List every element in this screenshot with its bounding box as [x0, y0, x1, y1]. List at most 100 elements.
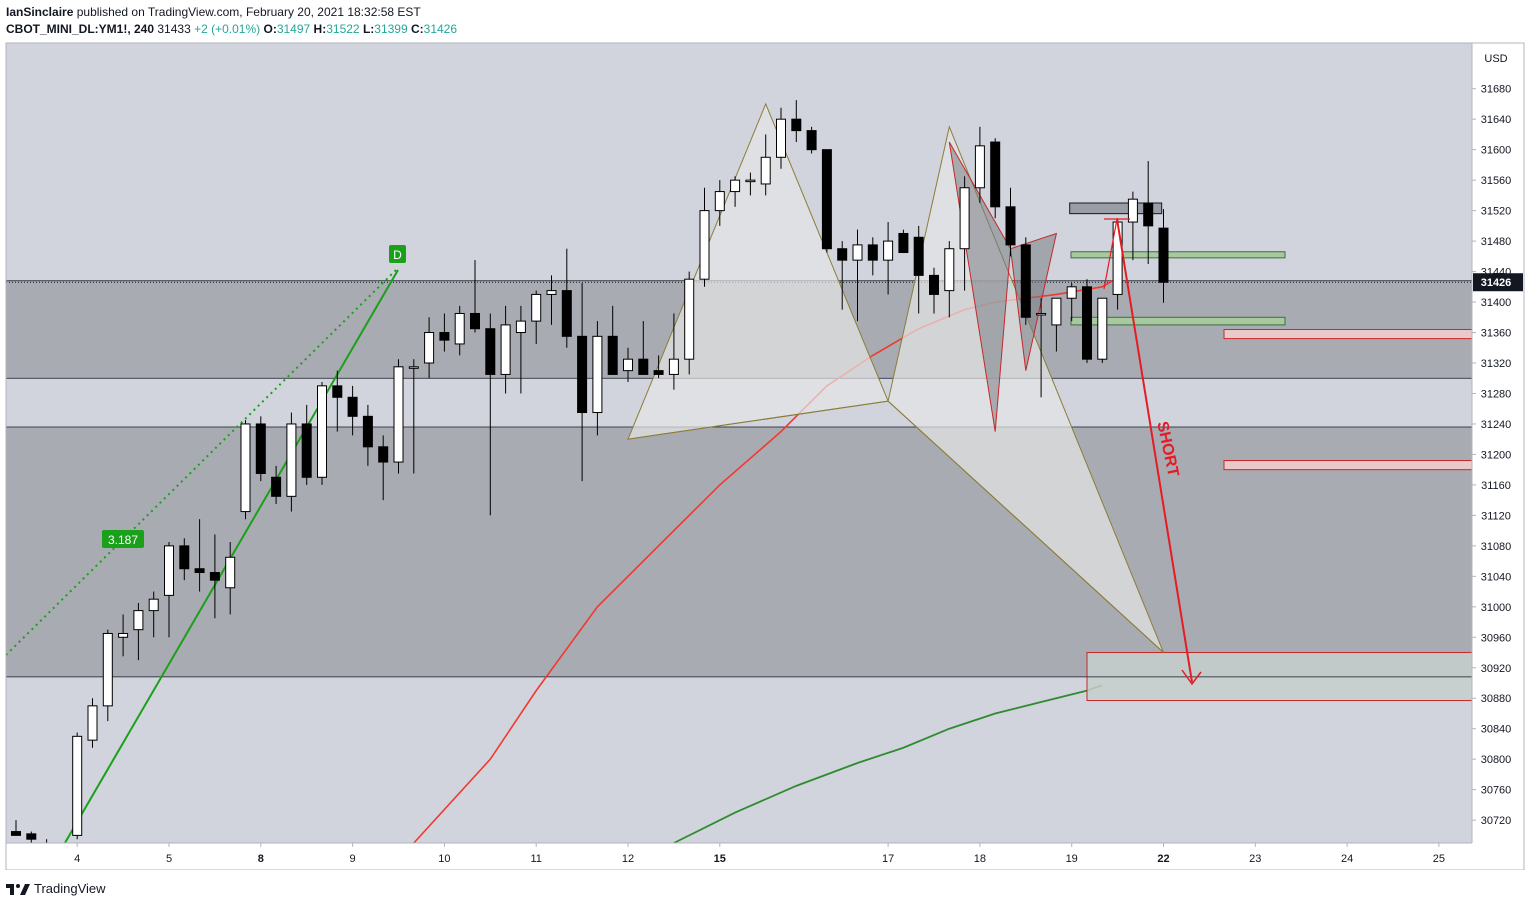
candle-body — [255, 423, 266, 474]
candle-body — [72, 735, 83, 836]
candle-body — [684, 278, 695, 360]
price-tick-label: 30720 — [1481, 815, 1512, 827]
price-tick-label: 31480 — [1481, 236, 1512, 248]
price-tick-label: 30800 — [1481, 754, 1512, 766]
pattern-xb-line — [627, 400, 889, 440]
candle-body — [1020, 244, 1031, 318]
candle — [164, 542, 174, 638]
candle — [959, 176, 970, 291]
candle — [439, 313, 450, 352]
candle-body — [623, 358, 633, 372]
time-tick-label: 5 — [166, 853, 172, 865]
candle-body — [867, 244, 878, 261]
short-arrow-head — [1181, 669, 1202, 686]
candle — [1051, 297, 1062, 352]
candle-body — [990, 141, 1001, 208]
candle-body — [133, 610, 144, 631]
candle-body — [730, 179, 741, 193]
candle — [102, 629, 113, 722]
candle — [561, 248, 572, 348]
time-tick-label: 22 — [1157, 853, 1169, 865]
candle — [990, 138, 1001, 219]
price-change: +2 (+0.01%) — [194, 22, 261, 36]
symbol-name[interactable]: CBOT_MINI_DL:YM1!, 240 — [6, 22, 155, 36]
candle — [1097, 297, 1108, 363]
candle — [653, 355, 664, 379]
candle — [623, 347, 633, 383]
close-value: 31426 — [423, 22, 458, 36]
candle-body — [102, 632, 113, 707]
candle-body — [898, 232, 909, 254]
publish-date: published on TradingView.com, February 2… — [76, 5, 421, 19]
candle-body — [164, 545, 174, 596]
candle-body — [424, 332, 435, 364]
price-ticks: 30720 30760 30800 30840 30880 30920 30960 31000… — [1472, 84, 1523, 827]
candle-body — [362, 415, 373, 448]
candle — [638, 321, 649, 375]
low-value: 31399 — [374, 22, 408, 36]
candle-body — [760, 156, 771, 185]
time-tick-label: 18 — [974, 853, 986, 865]
candle — [26, 831, 37, 843]
candle — [87, 698, 98, 748]
candle — [148, 591, 159, 638]
time-tick-label: 15 — [714, 853, 726, 865]
candle-body — [240, 423, 251, 513]
candle — [485, 313, 496, 516]
time-tick-label: 12 — [622, 853, 634, 865]
candle — [271, 465, 282, 504]
candle-body — [317, 385, 327, 478]
candle-body — [577, 335, 588, 414]
fib-badge-text: 3.187 — [108, 533, 138, 547]
price-tick-label: 30960 — [1481, 632, 1512, 644]
candle-body — [791, 118, 802, 132]
open-value: 31497 — [276, 22, 311, 36]
candle — [760, 134, 771, 196]
candle — [179, 538, 190, 581]
author-name[interactable]: IanSinclaire — [6, 5, 74, 19]
candle-body — [1143, 202, 1154, 227]
candle — [730, 176, 741, 207]
high-value: 31522 — [326, 22, 360, 36]
candle — [301, 404, 312, 485]
price-tick-label: 31120 — [1481, 510, 1511, 522]
price-tick-label: 30920 — [1481, 663, 1512, 675]
candle — [255, 416, 266, 482]
red-zone-6 — [1223, 460, 1473, 471]
price-axis[interactable] — [1472, 43, 1524, 843]
green-zone-4 — [1070, 316, 1286, 326]
candle-body — [393, 366, 404, 463]
candle — [776, 107, 786, 169]
price-tick-label: 31000 — [1481, 602, 1512, 614]
candle-body — [607, 335, 618, 375]
candle — [944, 241, 955, 318]
candle — [546, 275, 557, 325]
price-tick-label: 31040 — [1481, 571, 1512, 583]
candle-body — [1158, 227, 1169, 283]
fib-badge-bg — [102, 530, 144, 548]
current-price-badge: 31426 — [1481, 277, 1512, 289]
candle-body — [1127, 198, 1138, 223]
candle — [806, 126, 817, 154]
candle — [607, 305, 618, 375]
current-price-badge-bg — [1473, 273, 1523, 292]
price-tick-label: 31160 — [1481, 480, 1511, 492]
candle — [11, 820, 21, 836]
candle-body — [913, 236, 924, 276]
candle — [118, 614, 129, 657]
candle — [1036, 298, 1047, 398]
brand-name[interactable]: TradingView — [34, 881, 106, 896]
currency-label: USD — [1484, 53, 1507, 65]
time-axis[interactable] — [6, 843, 1472, 870]
candle-body — [776, 118, 786, 158]
candle-body — [653, 370, 664, 375]
candle-body — [668, 358, 679, 375]
candle-body — [714, 191, 725, 212]
time-tick-label: 23 — [1249, 853, 1261, 865]
candle-body — [561, 290, 572, 337]
resistance-box — [1069, 202, 1163, 215]
candle-body — [301, 423, 312, 478]
price-tick-label: 31200 — [1481, 449, 1512, 461]
candle — [592, 321, 603, 436]
